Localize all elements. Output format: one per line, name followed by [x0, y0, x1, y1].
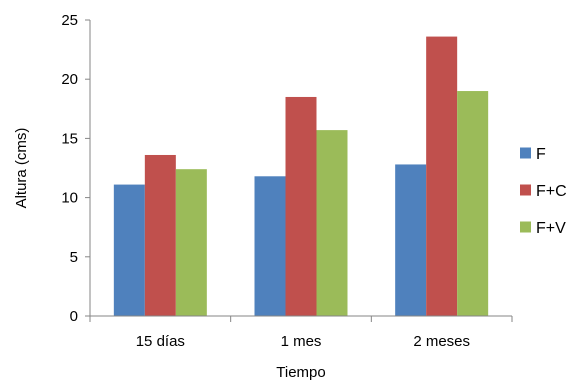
x-tick-label: 1 mes	[281, 333, 322, 350]
bar	[113, 184, 145, 316]
legend-label: F	[536, 146, 546, 163]
bar	[254, 176, 286, 316]
y-axis-label: Altura (cms)	[13, 128, 30, 209]
x-tick-label: 15 días	[136, 333, 185, 350]
legend-label: F+V	[536, 220, 566, 237]
y-tick-label: 0	[70, 308, 78, 325]
bar	[426, 36, 458, 317]
bar	[175, 169, 207, 316]
legend-swatch	[520, 221, 531, 233]
y-axis-ticks: 0 5 10 15 20 25	[61, 12, 90, 325]
bar	[316, 130, 348, 316]
y-tick-label: 10	[61, 190, 78, 207]
x-axis-label: Tiempo	[276, 364, 325, 381]
y-tick-label: 15	[61, 130, 78, 147]
bar	[285, 96, 317, 317]
y-tick-label: 25	[61, 12, 78, 29]
bar	[395, 164, 427, 316]
legend-label: F+C	[536, 183, 567, 200]
legend-swatch	[520, 147, 531, 159]
bar	[457, 91, 489, 316]
y-tick-label: 20	[61, 71, 78, 88]
x-axis-ticks: 15 días 1 mes 2 meses	[89, 316, 513, 350]
legend: F F+C F+V	[520, 146, 567, 237]
y-tick-label: 5	[70, 249, 78, 266]
bar	[144, 154, 176, 316]
bars	[113, 36, 489, 317]
legend-swatch	[520, 184, 531, 196]
x-tick-label: 2 meses	[413, 333, 470, 350]
